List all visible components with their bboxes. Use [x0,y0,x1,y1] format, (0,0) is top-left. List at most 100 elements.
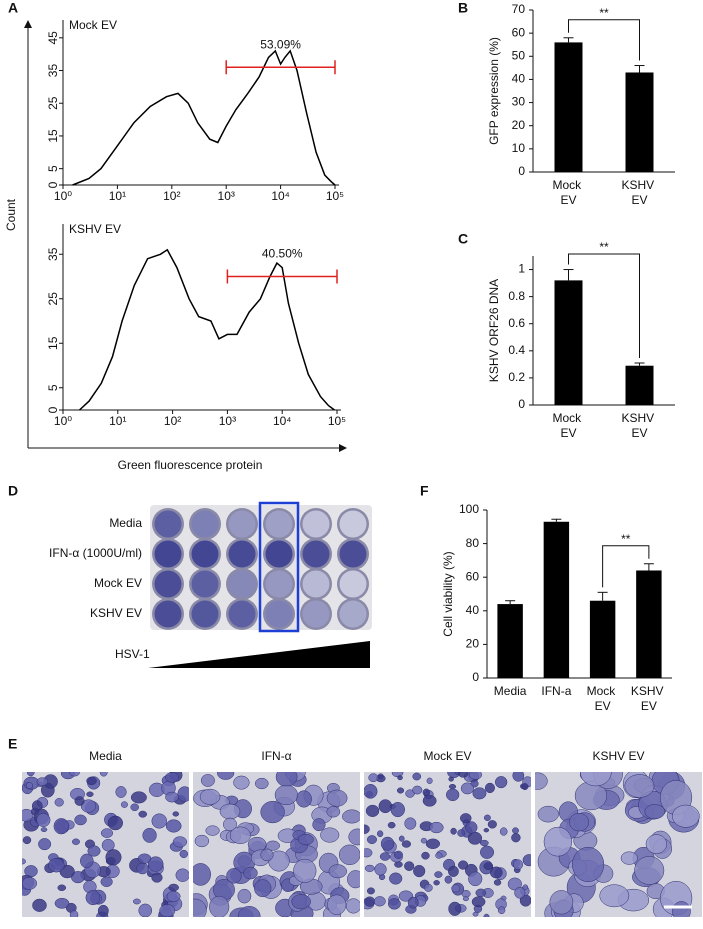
cell [522,854,531,867]
cell [177,786,189,802]
cell [229,826,251,844]
cell [254,879,272,898]
cell [87,845,101,857]
cell [479,839,489,847]
cell [326,789,348,807]
cell [497,906,506,915]
well [265,540,293,568]
cell [223,817,237,832]
well [191,540,219,568]
cell [338,844,360,865]
cell [624,774,655,798]
cell [422,794,437,807]
cell [74,814,87,826]
cell [364,783,378,799]
x-tick-label: IFN-a [541,684,571,698]
well [154,540,182,568]
y-tick-label: 100 [459,502,479,516]
cell [326,806,341,818]
well [228,540,256,568]
y-tick-label: 20 [512,118,526,132]
cell [347,870,360,889]
cell [387,821,396,829]
panel-label: A [8,0,18,16]
cell [107,815,124,831]
significance-bracket [602,545,650,588]
cell [512,772,525,782]
cell [54,897,70,909]
cell [460,813,472,824]
cell [38,838,52,851]
cell [549,890,574,915]
cell [74,796,85,806]
well [154,600,182,628]
y-axis-label: GFP expression (%) [487,37,501,145]
cell [22,808,34,822]
y-tick-label: 20 [466,637,480,651]
cell [494,776,508,789]
x-tick-label: KSHV EV [621,411,657,440]
cell [379,852,391,861]
cell [380,836,395,851]
cell [387,898,401,910]
y-tick-label: 35 [46,247,60,261]
significance-label: ** [621,532,631,546]
well [339,510,367,538]
cell [511,833,521,843]
cell [537,805,559,823]
cell [483,862,494,870]
cell [80,799,97,813]
cell [425,838,441,849]
y-tick-label: 1 [518,262,525,276]
cell [444,875,453,884]
well [339,540,367,568]
significance-label: ** [599,240,609,254]
well [191,600,219,628]
cell [451,884,461,893]
y-tick-label: 80 [466,536,480,550]
well [228,510,256,538]
cell [373,896,386,907]
well [154,510,182,538]
cell [644,804,666,820]
cell [22,858,26,865]
cell [377,830,384,838]
cell [22,836,32,845]
cell [25,782,33,789]
cell [86,791,94,797]
gradient-label: HSV-1 [115,647,150,661]
cell [165,791,179,803]
cell [179,849,188,859]
cell [32,898,47,912]
panel-label: C [458,231,468,247]
row-label: Media [109,516,142,530]
cell [172,836,188,848]
cell [471,896,486,908]
cell [423,883,433,892]
cell [489,866,503,879]
cell [159,904,176,917]
y-tick-label: 15 [46,336,60,350]
cell [194,834,210,848]
cell [507,877,522,891]
panel-label: E [8,736,17,752]
y-axis-label: Count [4,198,18,231]
cell [22,877,38,890]
cell [393,850,403,859]
bar [589,600,616,678]
y-tick-label: 10 [512,141,526,155]
cell [462,896,469,902]
micrograph-label: KSHV EV [592,749,644,763]
cell [99,772,108,777]
cell [151,813,168,829]
significance-bracket [568,19,640,61]
cell [312,818,326,832]
micrograph [364,772,531,917]
cell [69,772,80,777]
x-tick-label: Mock EV [552,178,584,207]
cell [345,898,360,914]
gate-percentage: 53.09% [260,37,301,51]
y-tick-label: 0 [518,164,525,178]
cell [480,845,495,859]
cell [390,802,405,818]
